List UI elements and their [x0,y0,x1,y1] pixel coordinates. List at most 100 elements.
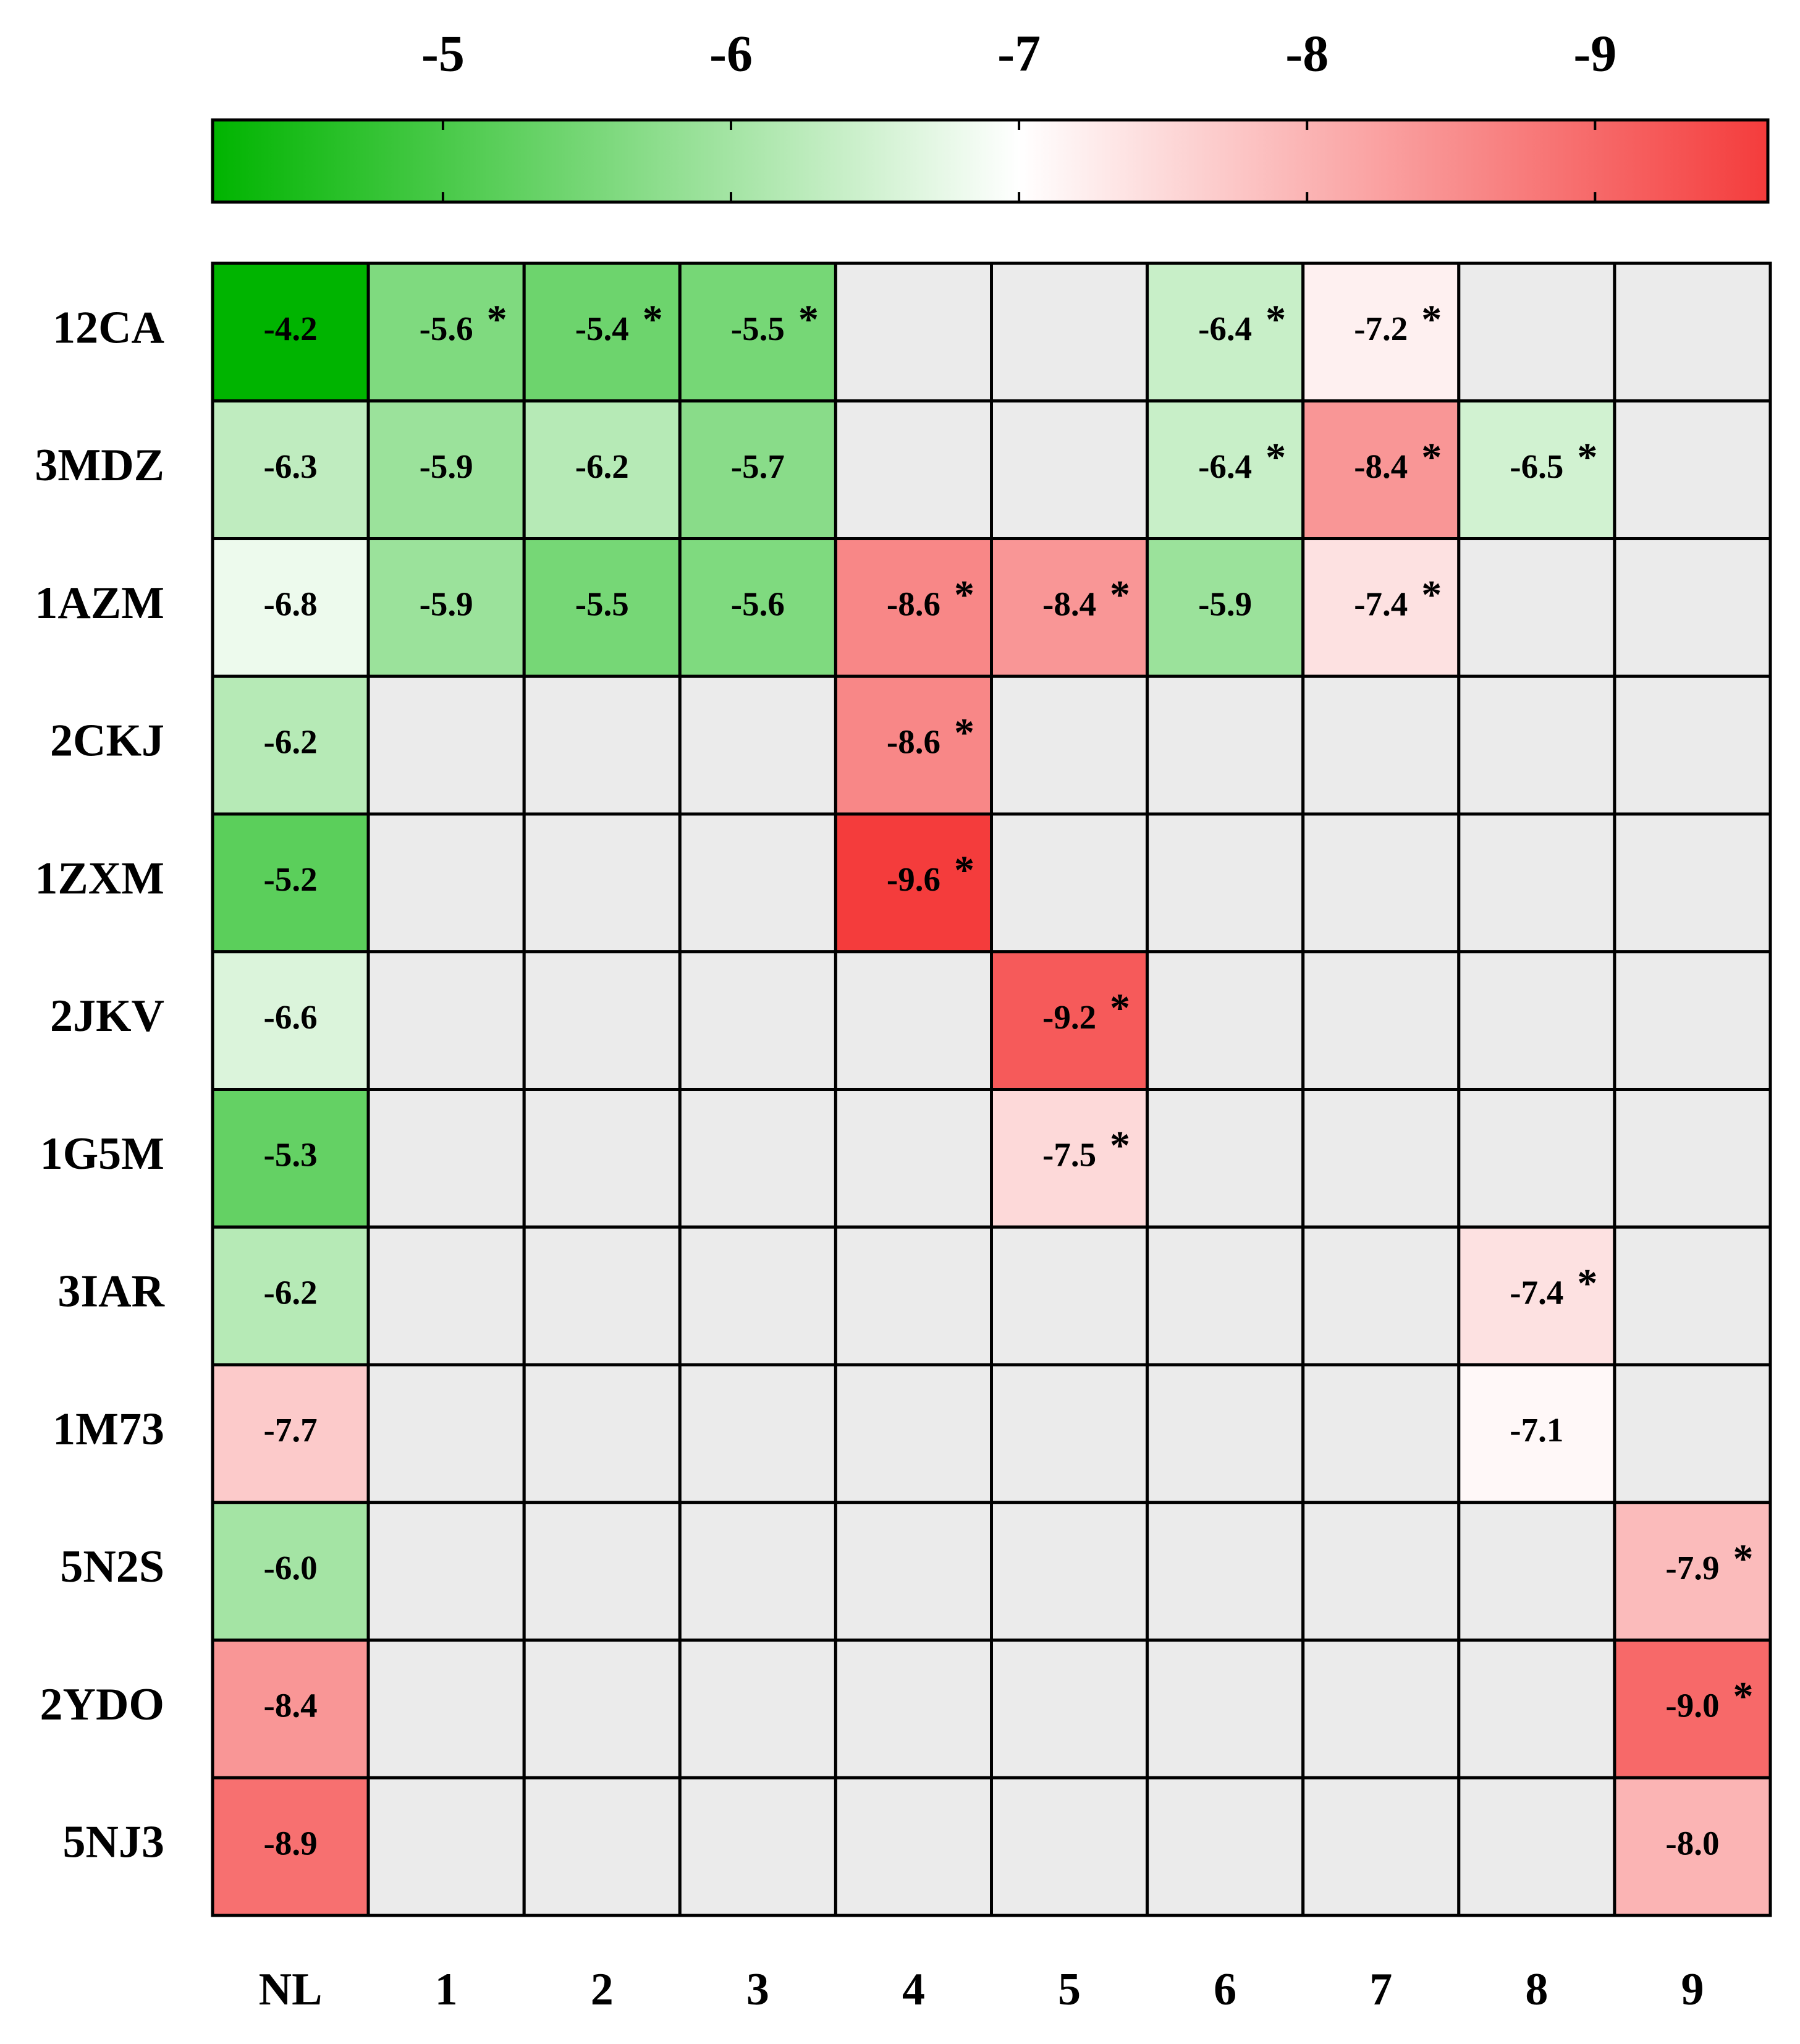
cell-label: -5.3 [264,1136,318,1174]
empty-cell [1146,950,1305,1091]
cell-label: -9.2 [1042,998,1096,1036]
empty-cell [1457,674,1616,816]
significance-marker: * [1265,435,1286,480]
empty-cell [678,812,837,954]
cell-label: -5.4 [575,310,629,347]
empty-cell [1457,537,1616,678]
cell [1457,1363,1616,1504]
significance-marker: * [1733,1674,1753,1719]
empty-cell [1613,1088,1772,1229]
cell [366,537,526,678]
cell-label: -5.9 [420,447,473,485]
cell-label: -9.6 [887,860,940,898]
cell [211,1776,370,1917]
cell-label: -5.5 [731,310,785,347]
empty-cell [1457,261,1616,403]
column-label: 3 [746,1964,769,2015]
empty-cell [678,1639,837,1779]
cell [834,812,994,954]
significance-marker: * [1577,435,1597,480]
cell-label: -8.4 [1042,585,1096,623]
empty-cell [1146,1776,1305,1917]
cell [1613,1639,1772,1779]
empty-cell [678,1501,837,1642]
empty-cell [678,1088,837,1229]
empty-cell [1146,1363,1305,1504]
empty-cell [1301,1225,1461,1367]
empty-cell [522,950,682,1091]
cell [522,537,682,678]
empty-cell [522,1225,682,1367]
empty-cell [1146,1501,1305,1642]
colorbar-tick-label: -9 [1573,25,1616,82]
empty-cell [366,1776,526,1917]
empty-cell [1301,1639,1461,1779]
cell [1146,537,1305,678]
empty-cell [990,399,1149,540]
cell [211,537,370,678]
empty-cell [366,1088,526,1229]
empty-cell [1301,1776,1461,1917]
colorbar-tick-label: -5 [421,25,465,82]
cell-label: -6.5 [1510,447,1563,485]
empty-cell [1457,1501,1616,1642]
row-label: 2JKV [50,991,164,1041]
column-label: NL [259,1964,323,2015]
cell [522,399,682,540]
cell [1301,537,1461,678]
significance-marker: * [1421,572,1442,617]
empty-cell [1146,1639,1305,1779]
colorbar-tick-label: -8 [1285,25,1329,82]
empty-cell [834,1639,994,1779]
empty-cell [366,1363,526,1504]
empty-cell [990,1501,1149,1642]
row-label: 1G5M [40,1129,164,1179]
colorbar-tick-label: -7 [997,25,1041,82]
empty-cell [990,1363,1149,1504]
empty-cell [366,1639,526,1779]
cell [1146,261,1305,403]
empty-cell [990,1639,1149,1779]
empty-cell [1613,674,1772,816]
column-label: 7 [1369,1964,1392,2015]
row-label: 2CKJ [50,716,164,766]
empty-cell [834,399,994,540]
empty-cell [522,1088,682,1229]
cell [211,812,370,954]
cell-label: -6.6 [264,998,318,1036]
cell-label: -6.3 [264,447,318,485]
empty-cell [366,950,526,1091]
empty-cell [1301,1363,1461,1504]
cell [990,1088,1149,1229]
cell-label: -8.9 [264,1824,318,1862]
significance-marker: * [954,572,974,617]
column-label: 6 [1214,1964,1236,2015]
significance-marker: * [487,297,507,342]
cell-label: -5.5 [575,585,629,623]
cell-label: -4.2 [264,310,318,347]
empty-cell [678,1225,837,1367]
cell-label: -5.7 [731,447,785,485]
significance-marker: * [1577,1261,1597,1306]
cell [211,1088,370,1229]
empty-cell [1146,1225,1305,1367]
empty-cell [990,812,1149,954]
column-label: 5 [1058,1964,1081,2015]
empty-cell [1301,674,1461,816]
column-label: 4 [902,1964,925,2015]
empty-cell [1457,1088,1616,1229]
empty-cell [990,674,1149,816]
cell-label: -7.2 [1354,310,1408,347]
significance-marker: * [643,297,663,342]
empty-cell [834,1776,994,1917]
cell-label: -5.9 [420,585,473,623]
cell [678,399,837,540]
empty-cell [1457,812,1616,954]
column-label: 8 [1525,1964,1548,2015]
cell-label: -6.4 [1198,310,1252,347]
row-label: 12CA [53,302,164,353]
significance-marker: * [1733,1536,1753,1581]
row-label: 3IAR [57,1266,165,1317]
cell-label: -8.6 [887,723,940,760]
